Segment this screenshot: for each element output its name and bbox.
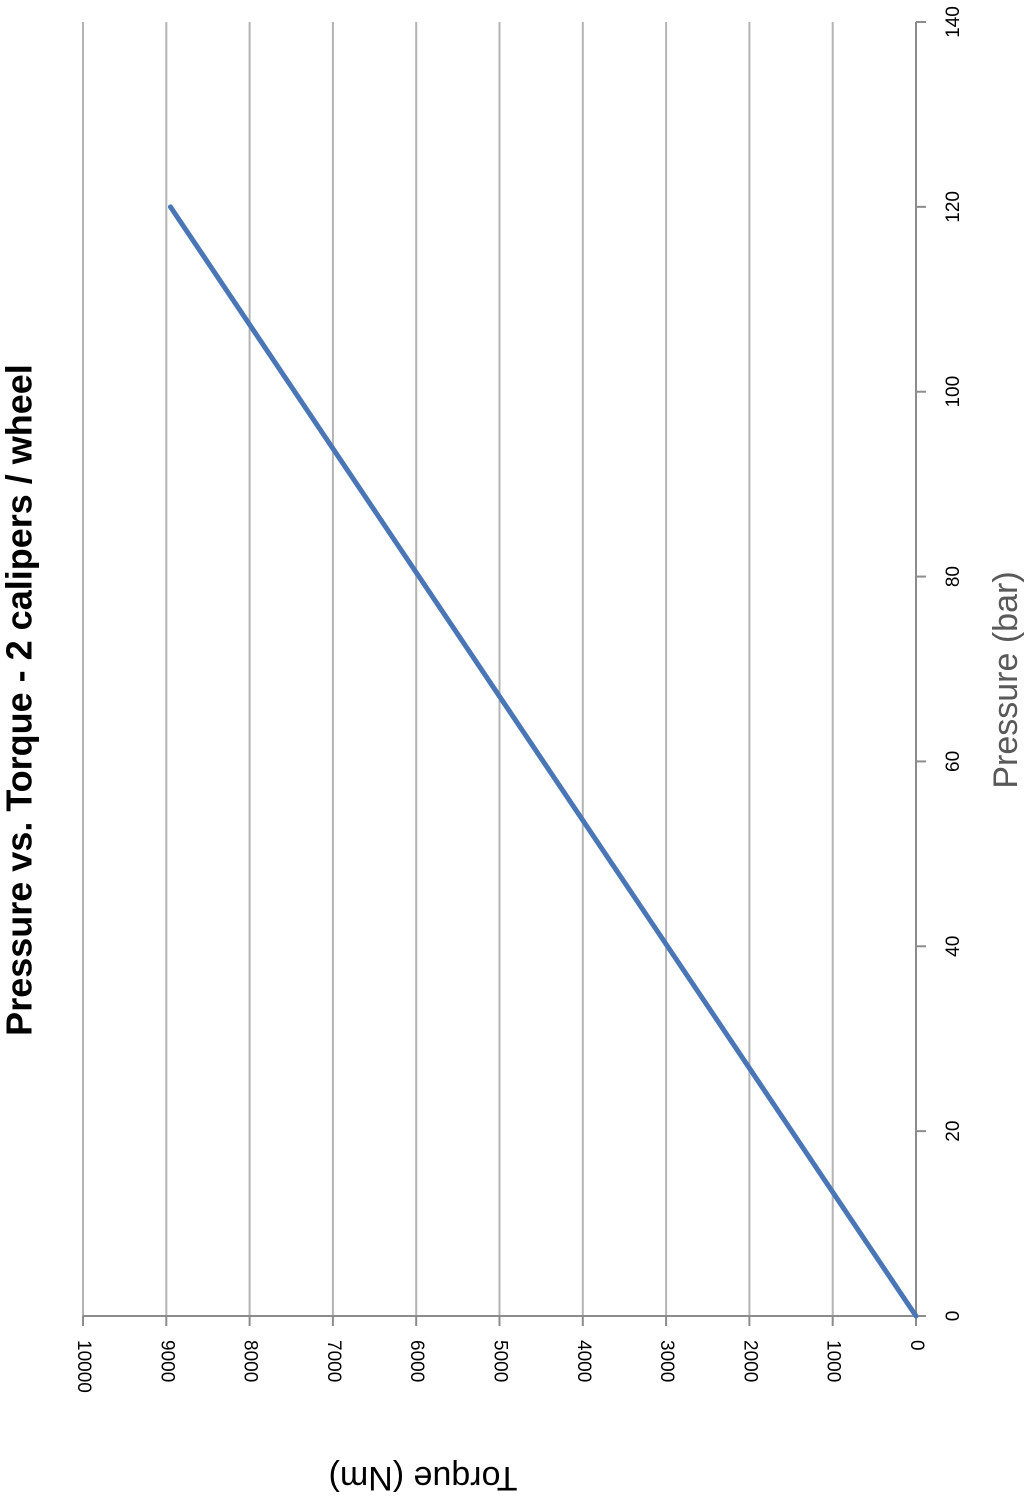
x-tick-marks — [916, 21, 926, 1317]
chart-title: Pressure vs. Torque - 2 calipers / wheel — [0, 364, 40, 1036]
y-tick-label-3000: 3000 — [656, 1340, 677, 1382]
x-tick-label-60: 60 — [943, 751, 964, 772]
y-tick-label-1000: 1000 — [823, 1340, 844, 1382]
y-tick-label-9000: 9000 — [156, 1340, 177, 1382]
grid-lines — [82, 22, 834, 1316]
x-tick-label-100: 100 — [943, 376, 964, 408]
x-tick-label-20: 20 — [943, 1121, 964, 1142]
x-tick-label-140: 140 — [943, 6, 964, 38]
y-tick-label-0: 0 — [906, 1340, 927, 1351]
x-tick-label-80: 80 — [943, 566, 964, 587]
y-tick-label-4000: 4000 — [573, 1340, 594, 1382]
y-axis-title: Torque (Nm) — [329, 1459, 518, 1497]
series-lines — [167, 204, 919, 1319]
y-tick-label-5000: 5000 — [489, 1340, 510, 1382]
y-tick-label-8000: 8000 — [240, 1340, 261, 1382]
y-tick-label-7000: 7000 — [323, 1340, 344, 1382]
y-tick-label-10000: 10000 — [73, 1340, 94, 1393]
y-tick-label-6000: 6000 — [406, 1340, 427, 1382]
x-tick-label-40: 40 — [943, 936, 964, 957]
x-tick-label-0: 0 — [943, 1311, 964, 1322]
series-line-0 — [167, 204, 919, 1319]
x-tick-labels: 0 20 40 60 80 100 120 140 — [943, 6, 964, 1321]
x-tick-label-120: 120 — [943, 191, 964, 223]
y-tick-labels: 0 1000 2000 3000 4000 5000 6000 7000 8000 9000 100… — [73, 1340, 927, 1393]
y-tick-label-2000: 2000 — [739, 1340, 760, 1382]
y-tick-marks — [82, 1316, 917, 1326]
x-axis-title: Pressure (bar) — [987, 571, 1025, 788]
